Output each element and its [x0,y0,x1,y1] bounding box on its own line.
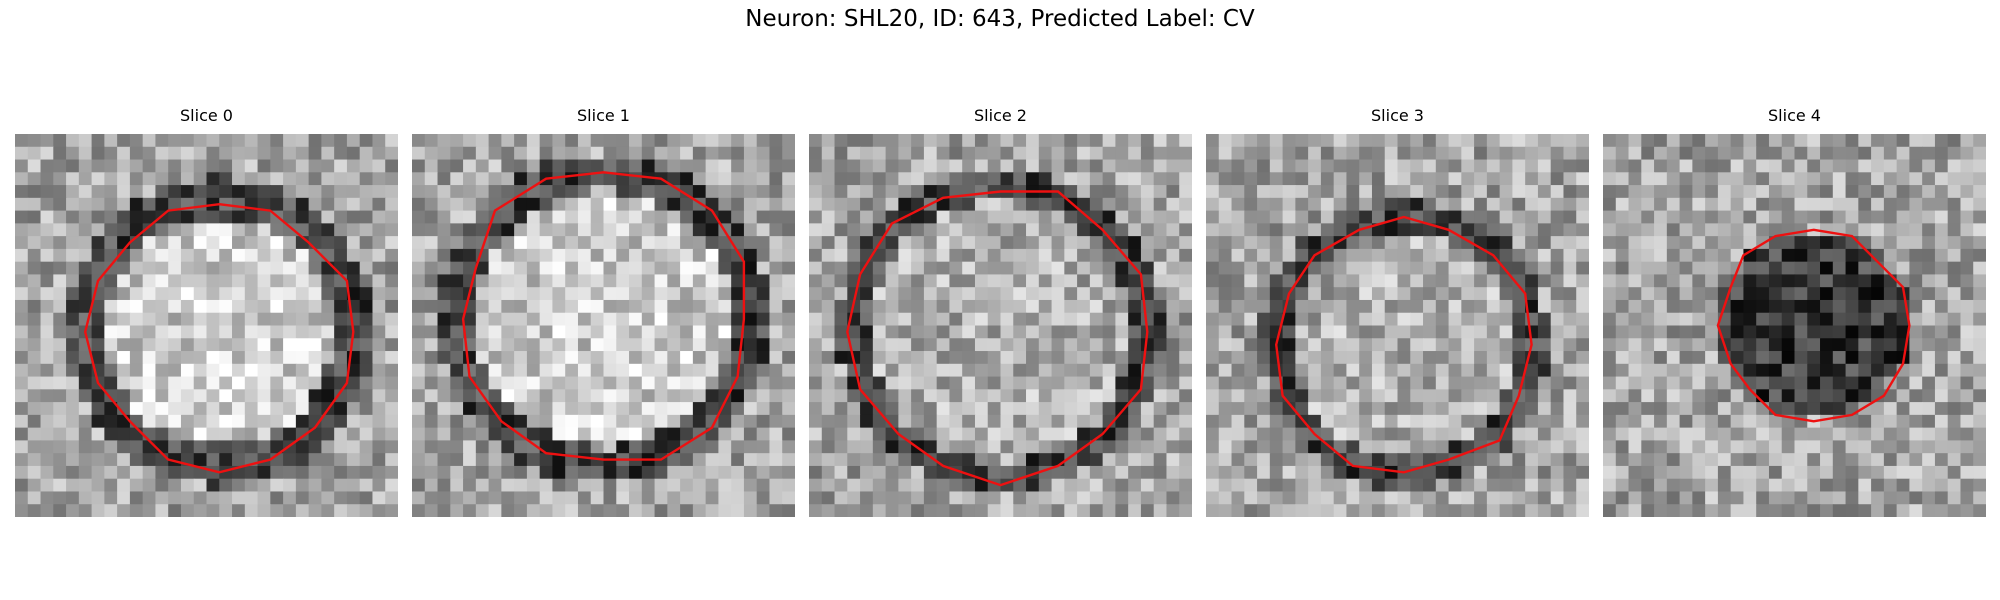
slice-title-1: Slice 1 [412,106,795,126]
slice-panel-0: Slice 0 [15,106,398,126]
slice-panel-1: Slice 1 [412,106,795,126]
slice-panel-2: Slice 2 [809,106,1192,126]
slice-title-3: Slice 3 [1206,106,1589,126]
slice-image-4 [1603,134,1986,517]
slice-heatmap-0 [15,134,398,517]
slice-heatmap-4 [1603,134,1986,517]
slice-heatmap-2 [809,134,1192,517]
figure-title: Neuron: SHL20, ID: 643, Predicted Label:… [0,6,2000,32]
pixel-grid [15,134,398,517]
slice-heatmap-3 [1206,134,1589,517]
slice-image-1 [412,134,795,517]
slice-title-2: Slice 2 [809,106,1192,126]
slice-panel-4: Slice 4 [1603,106,1986,126]
slice-image-0 [15,134,398,517]
slice-image-2 [809,134,1192,517]
slice-panel-3: Slice 3 [1206,106,1589,126]
pixel-grid [1206,134,1589,517]
pixel-grid [1603,134,1986,517]
slice-title-0: Slice 0 [15,106,398,126]
slice-image-3 [1206,134,1589,517]
slice-title-4: Slice 4 [1603,106,1986,126]
slice-heatmap-1 [412,134,795,517]
